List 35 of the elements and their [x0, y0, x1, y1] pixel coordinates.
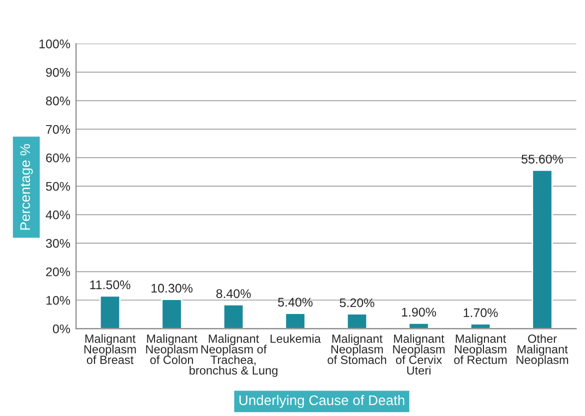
x-tick-label: Other Malignant Neoplasm [516, 334, 568, 366]
y-tick-label: 0% [52, 324, 70, 334]
x-tick-label: Malignant Neoplasm of Breast [84, 334, 136, 364]
y-axis-title: Percentage % [20, 144, 33, 230]
bar [470, 323, 492, 329]
bar [99, 295, 121, 329]
data-label: 1.70% [464, 308, 498, 318]
data-label: 8.40% [216, 289, 251, 298]
bar [284, 312, 306, 329]
y-tick-label: 20% [46, 267, 70, 276]
x-tick-label: Malignant Neoplasm of Stomach [328, 334, 386, 364]
y-tick-label: 100% [39, 39, 70, 48]
data-label: 10.30% [152, 284, 193, 293]
x-axis-title: Underlying Cause of Death [239, 394, 404, 408]
y-tick-label: 70% [46, 124, 70, 134]
y-tick-label: 60% [46, 153, 70, 162]
bar [408, 322, 430, 329]
data-label: 5.20% [340, 298, 374, 308]
bar [161, 298, 182, 329]
y-tick-label: 30% [46, 238, 70, 248]
x-tick-label: Leukemia [270, 334, 321, 343]
data-label: 11.50% [90, 280, 130, 290]
y-tick-label: 80% [46, 96, 70, 106]
y-tick-label: 90% [46, 68, 70, 77]
x-tick-label: Malignant Neoplasm of Rectum [454, 334, 507, 364]
data-label: 1.90% [402, 308, 436, 317]
data-label: 5.40% [278, 298, 313, 307]
bar [222, 304, 244, 329]
bar [346, 313, 368, 329]
x-tick-label: Malignant Neoplasm of Cervix Uteri [393, 334, 445, 375]
data-label: 55.60% [522, 154, 564, 164]
bar [532, 170, 553, 329]
y-tick-label: 50% [46, 182, 70, 191]
y-tick-label: 40% [46, 210, 70, 220]
y-tick-label: 10% [46, 296, 70, 305]
